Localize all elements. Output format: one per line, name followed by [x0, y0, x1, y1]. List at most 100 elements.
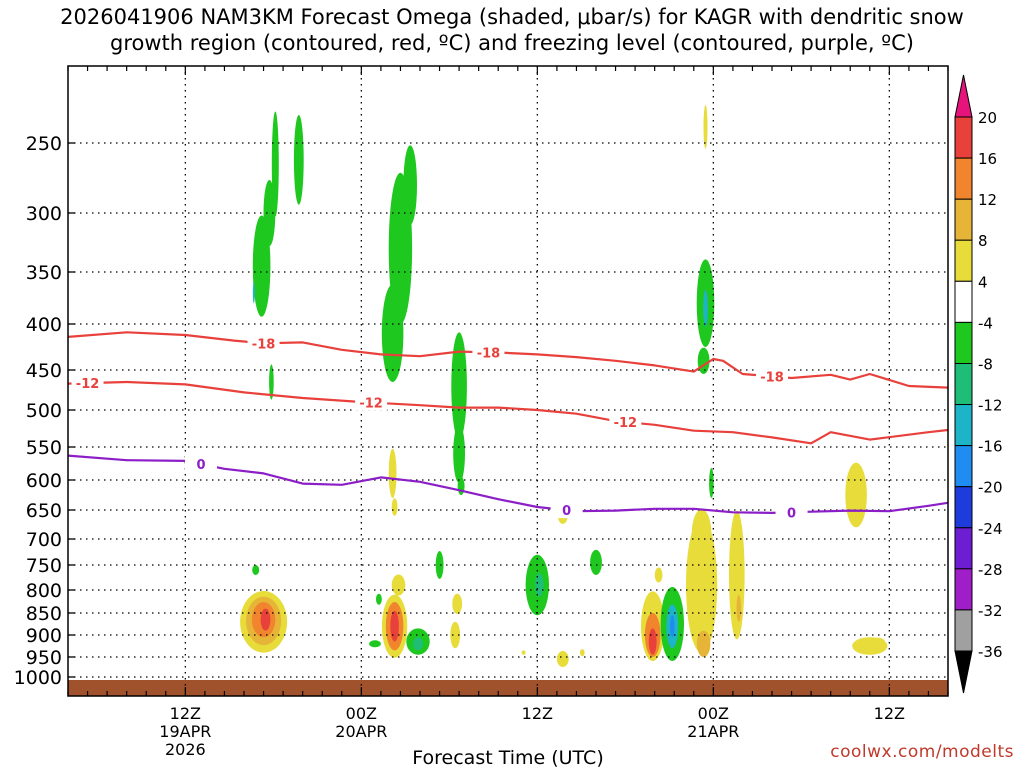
colorbar-swatch: [954, 363, 973, 406]
chart-title: 2026041906 NAM3KM Forecast Omega (shaded…: [0, 4, 1024, 56]
contour-label: 0: [787, 506, 796, 521]
omega-region: [648, 628, 657, 655]
contour-label-bg: [775, 504, 808, 521]
omega-region: [869, 637, 886, 649]
omega-region: [263, 180, 276, 246]
y-tick-label: 400: [26, 314, 62, 336]
contour-label-bg: [609, 414, 642, 431]
omega-region: [369, 640, 381, 648]
credit-text: coolwx.com/modelts: [830, 742, 1014, 762]
colorbar-label: -32: [978, 602, 1003, 620]
contour-label-bg: [247, 335, 280, 352]
omega-region: [453, 424, 465, 483]
colorbar-label: -24: [978, 520, 1003, 538]
colorbar-label: 16: [978, 150, 997, 168]
x-tick-label: 2026: [165, 740, 206, 759]
omega-region: [381, 284, 404, 383]
x-tick-label: 19APR: [159, 722, 211, 741]
ground-band: [68, 680, 948, 696]
omega-region: [252, 282, 255, 304]
colorbar-swatch: [954, 239, 973, 282]
y-tick-label: 500: [26, 400, 62, 422]
omega-region: [696, 630, 711, 657]
colorbar-label: -12: [978, 397, 1003, 415]
contour-label-bg: [550, 502, 583, 519]
omega-region: [521, 650, 526, 655]
omega-region: [845, 462, 867, 528]
contour-label-bg: [184, 456, 217, 473]
omega-region: [452, 593, 463, 614]
y-tick-label: 300: [26, 203, 62, 225]
colorbar-swatch: [954, 157, 973, 200]
colorbar-swatch: [954, 445, 973, 488]
omega-region: [293, 115, 304, 205]
x-tick-label: 12Z: [522, 704, 553, 723]
colorbar-swatch: [954, 280, 973, 323]
x-tick-label: 12Z: [170, 704, 201, 723]
x-tick-label: 00Z: [698, 704, 729, 723]
contour-label: -12: [614, 416, 638, 431]
omega-region: [403, 145, 418, 225]
temperature-contours: -18 -18 -18 -12 -12 -12 0 0 0: [68, 331, 948, 521]
colorbar-label: -16: [978, 438, 1003, 456]
contour-label-bg: [756, 368, 788, 385]
colorbar-swatch: [954, 404, 973, 447]
omega-region: [388, 448, 397, 498]
contour-label: 0: [562, 504, 571, 519]
y-tick-label: 900: [26, 625, 62, 647]
colorbar-swatch: [954, 527, 973, 570]
contour-line: [68, 454, 948, 514]
y-tick-label: 950: [26, 647, 62, 669]
omega-region: [390, 610, 399, 642]
omega-region: [736, 595, 742, 622]
x-tick-label: 21APR: [687, 722, 739, 741]
contour-line: [68, 331, 948, 389]
y-tick-label: 700: [26, 529, 62, 551]
contour-label: -18: [477, 346, 501, 361]
contour-label: -18: [252, 337, 276, 352]
contour-label-bg: [355, 394, 388, 411]
y-tick-label: 800: [26, 580, 62, 602]
omega-region: [703, 105, 708, 149]
omega-region: [271, 111, 279, 217]
y-tick-label: 450: [26, 360, 62, 382]
colorbar-swatch: [954, 486, 973, 529]
omega-region: [252, 215, 271, 317]
omega-region: [391, 574, 406, 596]
omega-region: [556, 651, 569, 667]
omega-region: [391, 498, 398, 516]
colorbar-label: 4: [978, 273, 988, 291]
contour-label: -12: [359, 397, 383, 412]
omega-region: [686, 517, 718, 653]
colorbar-label: -4: [978, 314, 993, 332]
contour-label: -12: [76, 377, 100, 392]
colorbar-swatch: [954, 568, 973, 611]
omega-region: [413, 637, 423, 651]
grid-lines: [68, 66, 948, 696]
contour-label-bg: [472, 344, 505, 361]
colorbar-label: -20: [978, 479, 1003, 497]
colorbar-swatch: [954, 321, 973, 364]
colorbar-swatch: [954, 116, 973, 159]
omega-region: [691, 509, 712, 558]
colorbar-swatch: [954, 609, 973, 652]
colorbar-label: -36: [978, 643, 1003, 661]
colorbar-label: 12: [978, 191, 997, 209]
y-tick-label: 600: [26, 470, 62, 492]
omega-region: [654, 567, 663, 583]
colorbar-label: -28: [978, 561, 1003, 579]
colorbar-swatch: [954, 198, 973, 241]
colorbar-bottom-arrow: [954, 650, 973, 694]
omega-region: [435, 551, 444, 579]
colorbar-label: 8: [978, 232, 988, 250]
colorbar-label: 20: [978, 109, 997, 127]
x-tick-label: 12Z: [874, 704, 905, 723]
y-tick-label: 750: [26, 555, 62, 577]
contour-label: -18: [760, 370, 784, 385]
omega-region: [269, 364, 274, 400]
omega-region: [260, 608, 271, 631]
contour-label: 0: [196, 458, 205, 473]
y-tick-label: 1000: [14, 667, 62, 689]
